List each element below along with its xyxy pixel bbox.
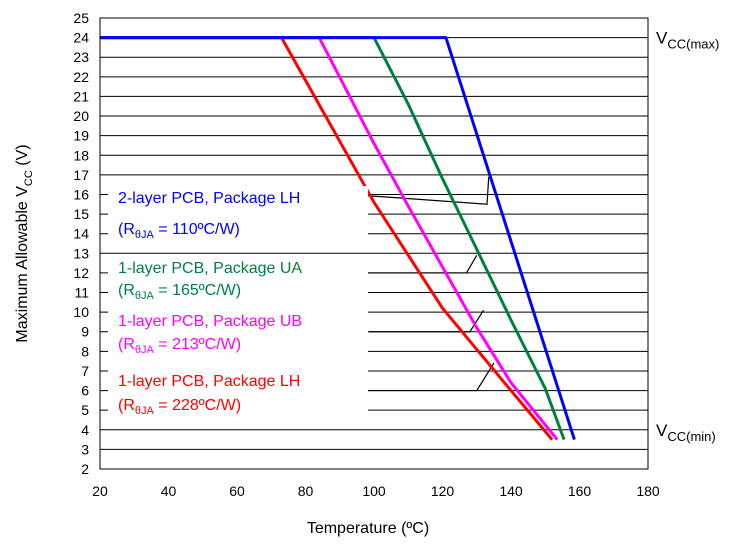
x-axis-title: Temperature (ºC) — [307, 520, 429, 537]
y-tick-label: 24 — [73, 30, 89, 46]
y-axis-title-main: Maximum Allowable V — [14, 186, 31, 343]
callout-lines — [350, 176, 495, 392]
plot-frame — [99, 17, 649, 470]
callout-line-2 — [357, 254, 478, 274]
y-tick-label: 8 — [81, 343, 89, 359]
y-tick-label: 19 — [73, 128, 89, 144]
series-label-bg — [108, 186, 368, 240]
y-tick-label: 18 — [73, 147, 89, 163]
y-axis-title-sub: CC — [23, 170, 35, 186]
y-tick-label: 13 — [73, 245, 89, 261]
series-label-bg — [108, 369, 368, 416]
series-label-title: 1-layer PCB, Package UB — [118, 313, 302, 330]
series-label-bg — [108, 309, 368, 355]
y-tick-label: 16 — [73, 186, 89, 202]
y-tick-label: 25 — [73, 10, 89, 26]
y-tick-label: 5 — [81, 402, 89, 418]
x-tick-label: 40 — [161, 483, 177, 499]
y-tick-label: 21 — [73, 88, 89, 104]
x-tick-label: 20 — [92, 483, 108, 499]
x-tick-label: 160 — [568, 483, 592, 499]
callout-line-3 — [369, 309, 485, 333]
series-label-bg — [108, 256, 368, 301]
vcc-max-label: VCC(max) — [656, 29, 719, 52]
y-tick-label: 4 — [81, 422, 89, 438]
y-tick-label: 7 — [81, 363, 89, 379]
series-label-rtheta: (RθJA = 228ºC/W) — [118, 397, 241, 417]
tick-labels: 2345678910111213141516171819202122232425… — [73, 10, 659, 499]
vcc-min-label: VCC(min) — [656, 421, 716, 444]
x-tick-label: 100 — [362, 483, 386, 499]
y-axis-title-unit: (V) — [14, 144, 31, 170]
series-label-rtheta: (RθJA = 213ºC/W) — [118, 336, 241, 356]
y-tick-label: 9 — [81, 324, 89, 340]
x-tick-label: 180 — [636, 483, 660, 499]
series-line-1 — [100, 36, 576, 441]
series-line-3 — [100, 36, 559, 441]
y-tick-label: 6 — [81, 383, 89, 399]
callout-line-1 — [350, 176, 490, 205]
series-label-title: 2-layer PCB, Package LH — [118, 190, 300, 207]
x-tick-label: 60 — [229, 483, 245, 499]
y-tick-label: 17 — [73, 167, 89, 183]
x-tick-label: 80 — [298, 483, 314, 499]
series-line-2 — [100, 36, 566, 441]
series-label-rtheta: (RθJA = 165ºC/W) — [118, 282, 241, 302]
y-tick-label: 2 — [81, 461, 89, 477]
y-tick-label: 10 — [73, 304, 89, 320]
series-labels: 2-layer PCB, Package LH (RθJA = 110ºC/W) 1… — [108, 186, 368, 417]
x-tick-label: 140 — [499, 483, 523, 499]
y-tick-label: 3 — [81, 441, 89, 457]
y-tick-label: 20 — [73, 108, 89, 124]
y-tick-label: 14 — [73, 226, 89, 242]
y-tick-label: 12 — [73, 265, 89, 281]
y-tick-label: 11 — [74, 285, 89, 301]
series-label-rtheta: (RθJA = 110ºC/W) — [118, 221, 240, 241]
x-tick-label: 120 — [431, 483, 455, 499]
series-label-title: 1-layer PCB, Package LH — [118, 373, 300, 390]
callout-line-4 — [367, 362, 495, 392]
y-tick-label: 23 — [73, 49, 89, 65]
y-tick-label: 22 — [73, 69, 89, 85]
series-label-title: 1-layer PCB, Package UA — [118, 260, 302, 277]
y-tick-label: 15 — [73, 206, 89, 222]
y-axis-title: Maximum Allowable VCC (V) — [14, 144, 35, 342]
series-lines — [100, 36, 576, 441]
reference-labels: VCC(max) VCC(min) — [656, 29, 719, 444]
